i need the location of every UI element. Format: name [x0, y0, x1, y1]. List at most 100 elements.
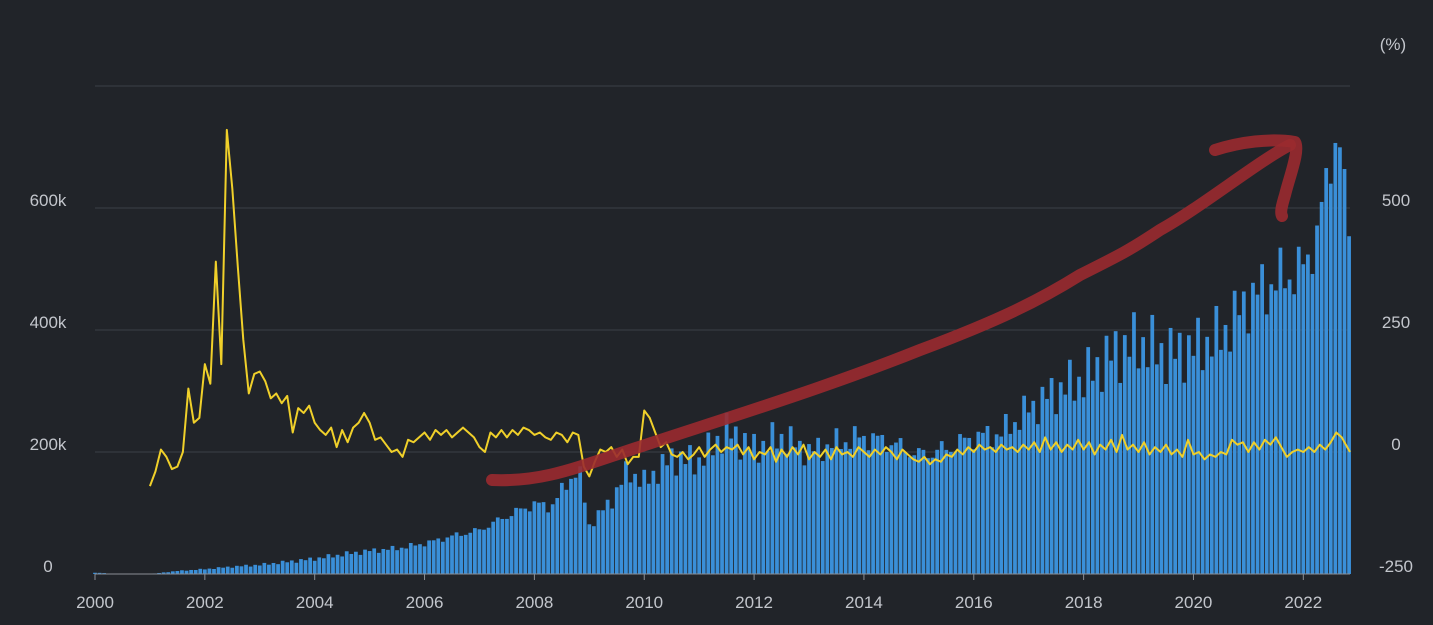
x-tick-label: 2006 [406, 593, 444, 612]
bar [880, 434, 885, 574]
bar [495, 517, 500, 574]
bar [395, 550, 399, 574]
bar [1035, 424, 1040, 574]
bar [674, 475, 679, 574]
bar [436, 538, 441, 574]
bar [866, 450, 871, 574]
y-right-tick-label: -250 [1379, 557, 1413, 576]
bar [271, 562, 276, 574]
bar [193, 570, 198, 574]
bar [180, 570, 184, 574]
bar [276, 564, 280, 574]
bar [491, 521, 496, 574]
bar [1154, 364, 1159, 574]
bar [999, 436, 1004, 574]
bar [770, 422, 775, 574]
bar [646, 483, 651, 574]
bar [921, 449, 926, 574]
bar [656, 483, 660, 574]
y-left-tick-label: 400k [30, 313, 67, 332]
bar [372, 548, 377, 574]
bar [280, 560, 285, 574]
bar [1173, 358, 1178, 574]
bar [587, 524, 592, 574]
bar [294, 562, 299, 574]
bar [834, 428, 839, 574]
bar [1328, 183, 1333, 574]
bar [216, 567, 221, 574]
bar [257, 565, 262, 574]
bar [390, 545, 395, 574]
trend-arrow-shaft [486, 139, 1296, 487]
bar [239, 566, 244, 574]
bar [1127, 356, 1132, 574]
bar [678, 451, 683, 574]
bar [1191, 355, 1196, 574]
bar [788, 426, 793, 574]
bar [1251, 282, 1255, 574]
bar [1296, 246, 1301, 575]
bar [523, 508, 528, 574]
bar [1278, 247, 1283, 574]
bar [1324, 168, 1329, 575]
bar [962, 437, 967, 574]
bar [1109, 360, 1113, 574]
bar [894, 442, 898, 574]
bar [889, 445, 894, 574]
bar [1310, 273, 1315, 574]
bar [482, 529, 486, 574]
bar [518, 508, 523, 574]
bar [1260, 264, 1264, 574]
bar [473, 528, 477, 574]
bar [857, 437, 862, 574]
bar [157, 572, 161, 574]
bar [1068, 359, 1072, 574]
bar [715, 435, 720, 574]
y-right-tick-label: 500 [1382, 191, 1410, 210]
x-tick-label: 2000 [76, 593, 114, 612]
bar [175, 571, 180, 574]
bar [738, 459, 743, 574]
bar [550, 504, 555, 574]
bar [509, 516, 514, 574]
bar [184, 570, 189, 574]
bar [1122, 335, 1127, 574]
bar [262, 562, 267, 574]
bar [669, 448, 674, 574]
bar [665, 465, 669, 574]
bar [765, 451, 770, 574]
bar [285, 562, 290, 574]
bar [944, 449, 949, 574]
bar [161, 572, 166, 574]
bar [1081, 397, 1086, 574]
bar [949, 451, 953, 574]
bar [930, 457, 935, 574]
bar [546, 512, 550, 574]
bar [706, 432, 711, 574]
y-right-tick-label: 0 [1391, 435, 1400, 454]
bar [816, 437, 821, 574]
bar [354, 551, 358, 574]
bar [93, 572, 97, 574]
x-tick-label: 2004 [296, 593, 334, 612]
bar [367, 551, 372, 574]
bar [1003, 414, 1008, 574]
bar [610, 508, 615, 574]
bar [422, 546, 427, 574]
bar [1017, 429, 1022, 574]
bar [225, 566, 230, 574]
bar [784, 453, 788, 574]
bar [527, 511, 532, 574]
trend-arrow-annotation [486, 134, 1303, 487]
bar [450, 535, 454, 574]
bar [1264, 314, 1269, 574]
bar [1182, 382, 1187, 574]
bar [660, 454, 665, 574]
bar [248, 566, 253, 574]
bar [198, 568, 203, 574]
bar [1246, 333, 1251, 574]
bar [637, 486, 642, 574]
bar [985, 425, 990, 574]
bar [761, 440, 766, 574]
bar [711, 455, 715, 574]
